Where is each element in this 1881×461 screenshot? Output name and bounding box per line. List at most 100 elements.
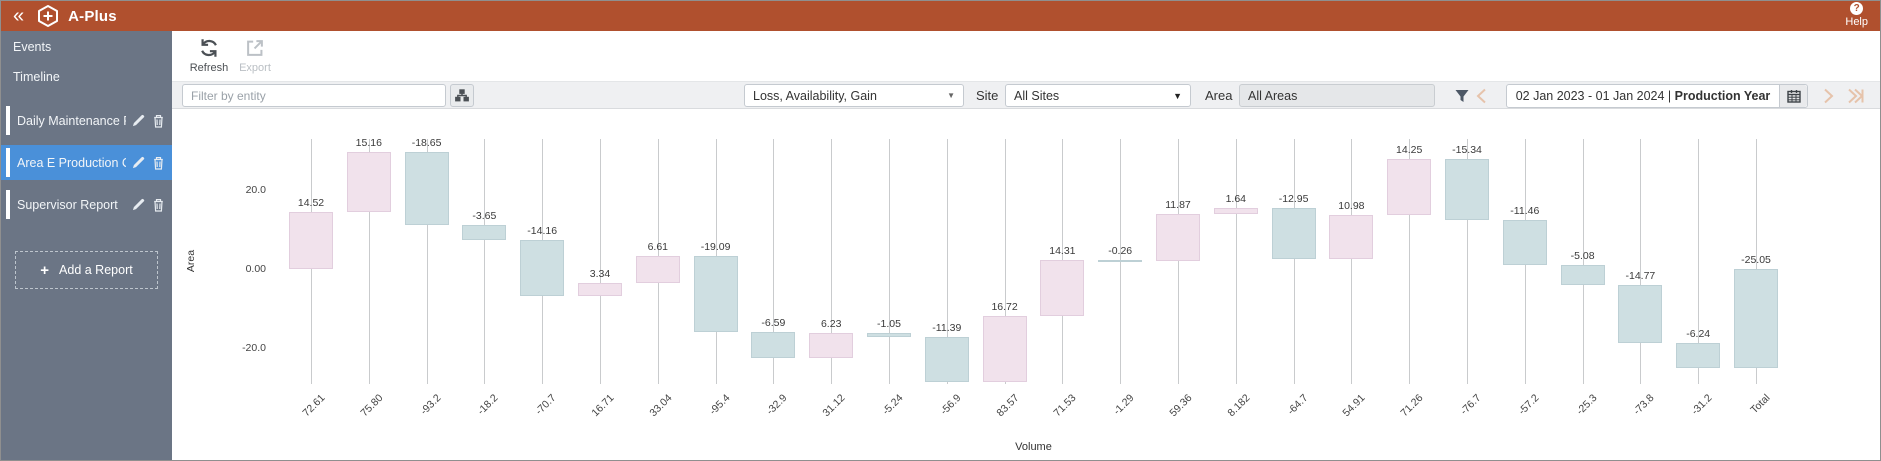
waterfall-bar[interactable] (404, 151, 449, 226)
x-axis-tick: -64.7 (1284, 392, 1311, 418)
waterfall-bar[interactable] (1040, 259, 1085, 317)
waterfall-bar[interactable] (1271, 207, 1316, 259)
waterfall-bar[interactable] (1502, 219, 1547, 265)
waterfall-bar[interactable] (346, 151, 391, 212)
bar-value-label: 16.72 (991, 301, 1018, 314)
bar-value-label: -11.46 (1510, 204, 1540, 217)
waterfall-bar[interactable] (1098, 259, 1143, 263)
report-label: Supervisor Report (17, 197, 118, 212)
app-title: A-Plus (68, 7, 117, 25)
bar-value-label: 14.31 (1049, 244, 1076, 257)
waterfall-bar[interactable] (289, 211, 333, 269)
previous-period-button[interactable] (1470, 85, 1494, 106)
report-label: Daily Maintenance Re... (17, 113, 126, 128)
bar-value-label: -14.16 (527, 224, 558, 237)
waterfall-bar[interactable] (1329, 215, 1374, 259)
calendar-button[interactable] (1779, 85, 1807, 107)
waterfall-total-bar[interactable] (1734, 269, 1778, 368)
waterfall-bar[interactable] (867, 333, 911, 338)
report-item[interactable]: Daily Maintenance Re... (1, 103, 172, 138)
entity-filter-input[interactable] (182, 84, 446, 107)
refresh-button[interactable]: Refresh (186, 37, 232, 74)
waterfall-bar[interactable] (1213, 207, 1258, 214)
x-axis-tick: 31.12 (820, 392, 848, 420)
add-report-button[interactable]: + Add a Report (15, 251, 158, 289)
gridline (426, 139, 428, 384)
gridline (831, 139, 833, 384)
waterfall-bar[interactable] (1560, 264, 1605, 285)
area-select-disabled: All Areas (1239, 84, 1435, 107)
edit-report-icon[interactable] (130, 155, 146, 171)
gridline (1756, 139, 1757, 384)
edit-report-icon[interactable] (130, 197, 146, 213)
edit-report-icon[interactable] (130, 113, 146, 129)
sidebar-item-timeline[interactable]: Timeline (13, 70, 60, 84)
report-item[interactable]: Area E Production C... (1, 145, 196, 180)
waterfall-bar[interactable] (520, 239, 565, 296)
delete-report-icon[interactable] (150, 197, 166, 213)
x-axis-title: Volume (1015, 441, 1052, 453)
x-axis-tick: -93.2 (417, 392, 444, 418)
waterfall-chart: Area Volume 20.0 0.00 -20.0 72.61 75.80 -93.2… (172, 109, 1880, 460)
gridline (484, 139, 486, 384)
bar-value-label: -1.05 (877, 318, 901, 331)
collapse-sidebar-icon[interactable]: « (13, 5, 25, 27)
help-button[interactable]: ? Help (1845, 2, 1868, 28)
y-axis-title: Area (185, 249, 198, 272)
latest-period-button[interactable] (1844, 85, 1868, 106)
report-item[interactable]: Supervisor Report (1, 187, 172, 222)
app-logo-icon (36, 4, 60, 28)
gridline (1178, 139, 1179, 384)
site-select-value: All Sites (1014, 88, 1060, 103)
waterfall-bar[interactable] (693, 256, 738, 332)
waterfall-bar[interactable] (924, 337, 969, 383)
site-select[interactable]: All Sites ▼ (1005, 84, 1191, 107)
next-period-button[interactable] (1816, 85, 1840, 106)
x-axis-tick: -70.7 (533, 392, 559, 418)
delete-report-icon[interactable] (150, 113, 166, 129)
waterfall-bar[interactable] (1156, 214, 1200, 261)
chevron-down-icon: ▼ (1173, 90, 1182, 101)
x-axis-tick: 59.36 (1167, 392, 1195, 420)
gridline (946, 139, 948, 384)
help-icon: ? (1850, 2, 1864, 15)
waterfall-bar[interactable] (751, 331, 796, 358)
gridline (1467, 139, 1468, 384)
export-icon (244, 37, 266, 59)
waterfall-bar[interactable] (982, 316, 1027, 383)
waterfall-bar[interactable] (809, 333, 854, 358)
metric-select[interactable]: Loss, Availability, Gain ▼ (744, 84, 964, 107)
chevron-right-icon (1819, 87, 1837, 105)
waterfall-bar[interactable] (1618, 284, 1663, 344)
waterfall-bar[interactable] (635, 256, 680, 283)
calendar-icon (1786, 90, 1801, 103)
x-axis-tick: -95.4 (706, 392, 733, 418)
bar-value-label: -11.39 (932, 322, 962, 335)
waterfall-bar[interactable] (578, 282, 622, 296)
delete-report-icon[interactable] (150, 155, 166, 171)
filter-bar: Loss, Availability, Gain ▼ Site All Site… (172, 82, 1880, 109)
sidebar: Events Timeline Daily Maintenance Re... Ar… (1, 31, 196, 460)
x-axis-tick: -1.29 (1111, 392, 1137, 418)
skip-to-end-icon (1846, 87, 1866, 105)
waterfall-bar[interactable] (462, 225, 507, 240)
bar-value-label: -25.05 (1741, 254, 1771, 266)
gridline (1409, 139, 1411, 384)
waterfall-bar[interactable] (1676, 343, 1721, 368)
plus-icon: + (40, 261, 50, 279)
waterfall-bar[interactable] (1387, 159, 1432, 216)
x-axis-tick: -76.7 (1458, 392, 1484, 418)
hierarchy-filter-button[interactable] (450, 84, 474, 107)
bar-value-label: 15.16 (355, 136, 382, 149)
sidebar-nav: Events Timeline (1, 33, 172, 91)
waterfall-bar[interactable] (1445, 159, 1489, 220)
advanced-filter-button[interactable] (1452, 85, 1472, 106)
y-axis-tick: 0.00 (245, 263, 266, 275)
bar-value-label: -0.26 (1108, 244, 1133, 257)
export-button[interactable]: Export (232, 37, 278, 74)
sidebar-item-events[interactable]: Events (13, 40, 52, 54)
gridline (1293, 139, 1295, 384)
date-range-picker[interactable]: 02 Jan 2023 - 01 Jan 2024 | Production Y… (1506, 84, 1808, 108)
x-axis-tick: -25.3 (1573, 392, 1600, 418)
x-axis-tick: -32.9 (764, 392, 790, 418)
